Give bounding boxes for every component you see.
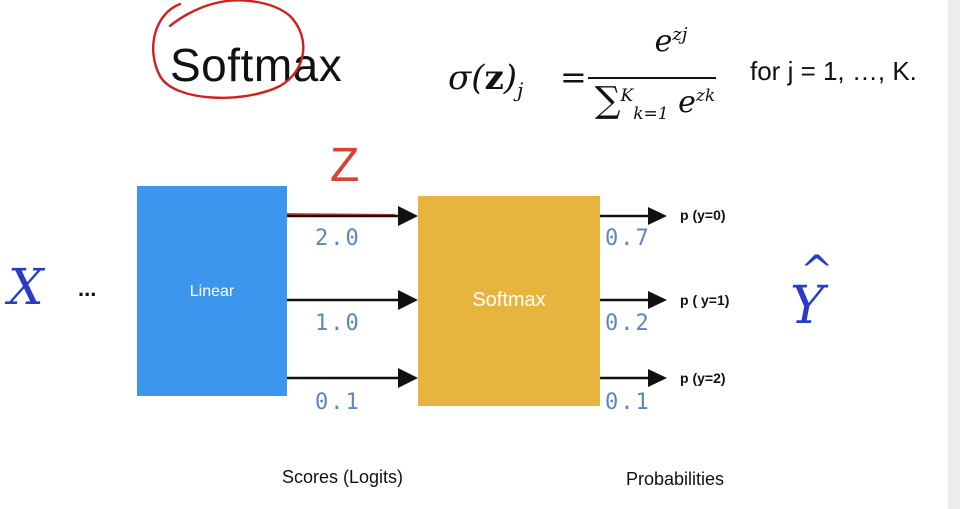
formula-condition: for j = 1, …, K. [750, 56, 917, 86]
formula-numerator: ezj [654, 24, 688, 59]
output-variable-y: Y [790, 276, 825, 336]
softmax-layer-box: Softmax [418, 196, 600, 406]
logit-value: 1.0 [315, 311, 361, 336]
formula-denominator: ∑Kk=1 ezk [594, 80, 716, 124]
z-label: Z [330, 139, 360, 192]
linear-label: Linear [189, 283, 235, 300]
logit-value: 2.0 [315, 226, 361, 251]
probability-value: 0.7 [605, 226, 651, 251]
arrow-right-icon [287, 206, 418, 226]
arrow-right-icon [287, 368, 418, 388]
output-hat: ^ [800, 248, 834, 294]
arrow-right-icon [600, 207, 667, 225]
arrow-right-icon [287, 290, 418, 310]
linear-layer-box: Linear [137, 186, 287, 396]
annotation-circle-icon [152, 0, 305, 99]
probability-value: 0.1 [605, 390, 651, 415]
input-variable-x: X [8, 258, 44, 316]
window-edge [948, 0, 960, 509]
slide-title: Softmax [170, 39, 343, 91]
fraction-bar [588, 77, 716, 79]
softmax-label: Softmax [472, 289, 546, 311]
probability-label: p ( y=1) [680, 292, 730, 308]
arrow-right-icon [600, 291, 667, 309]
probabilities-caption: Probabilities [626, 469, 725, 489]
input-ellipsis: ... [78, 276, 97, 301]
scores-caption: Scores (Logits) [282, 467, 404, 487]
arrow-right-icon [600, 369, 667, 387]
formula-equals: = [560, 58, 587, 96]
softmax-formula: σ(z)j = ezj ∑Kk=1 ezk [448, 20, 888, 130]
probability-label: p (y=2) [680, 370, 726, 386]
probability-value: 0.2 [605, 311, 651, 336]
probability-label: p (y=0) [680, 207, 726, 223]
logit-value: 0.1 [315, 390, 361, 415]
formula-lhs: σ(z)j [448, 58, 524, 102]
